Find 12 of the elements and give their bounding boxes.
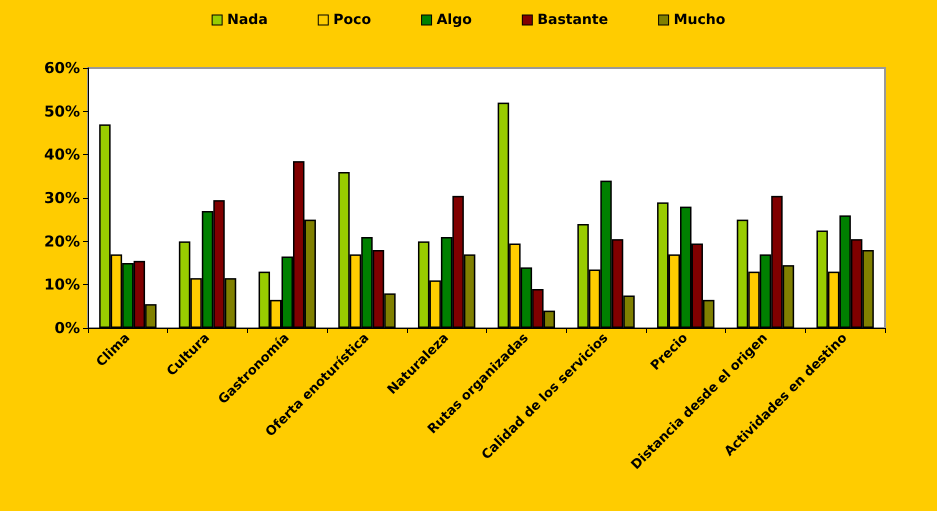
legend-label: Algo [436, 12, 472, 28]
y-tick-label: 30% [44, 189, 80, 207]
y-tick-label: 60% [44, 59, 80, 77]
y-tick-label: 50% [44, 102, 80, 120]
y-tick-label: 0% [54, 319, 80, 337]
y-tick-label: 20% [44, 232, 80, 250]
legend-label: Nada [227, 12, 268, 28]
legend-label: Poco [333, 12, 372, 28]
y-tick-label: 10% [44, 276, 80, 294]
legend-label: Bastante [537, 12, 608, 28]
legend-label: Mucho [674, 12, 726, 28]
y-tick-label: 40% [44, 146, 80, 164]
